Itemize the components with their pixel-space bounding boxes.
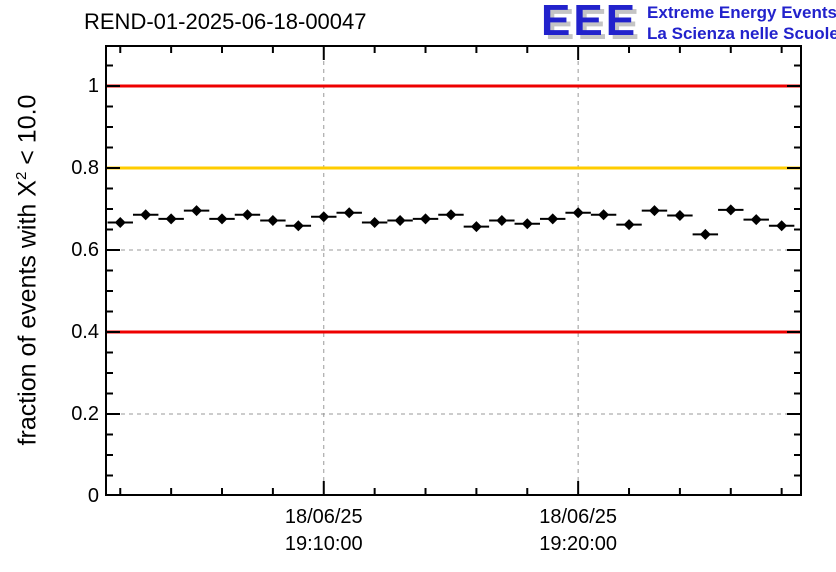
data-point <box>776 220 788 232</box>
data-point <box>267 214 279 226</box>
data-point <box>343 207 355 219</box>
data-point <box>394 214 406 226</box>
data-point <box>369 217 381 229</box>
x-tick-label-time: 19:20:00 <box>539 533 618 555</box>
y-tick-label: 0 <box>87 485 99 507</box>
data-point <box>598 209 610 221</box>
y-tick-label: 0.6 <box>71 239 99 261</box>
data-point <box>725 204 737 216</box>
data-point <box>521 218 533 230</box>
data-point <box>114 217 126 229</box>
y-tick-label: 0.8 <box>71 157 99 179</box>
eee-logo-line2: La Scienza nelle Scuole <box>647 24 836 43</box>
eee-logo: EEE Extreme Energy Events La Scienza nel… <box>541 0 836 45</box>
x-tick-label: 18/06/25 19:20:00 <box>508 504 648 558</box>
y-tick-label: 0.2 <box>71 403 99 425</box>
eee-logo-text: Extreme Energy Events La Scienza nelle S… <box>647 2 836 44</box>
data-point <box>674 210 686 222</box>
data-point <box>648 205 660 217</box>
data-point <box>165 213 177 225</box>
chart-title: REND-01-2025-06-18-00047 <box>84 9 367 34</box>
data-point <box>241 209 253 221</box>
data-point <box>191 205 203 217</box>
data-point <box>140 209 152 221</box>
x-tick-label-date: 18/06/25 <box>284 506 363 528</box>
eee-logo-acronym: EEE <box>541 0 639 45</box>
y-axis-title: fraction of events with X2 < 10.0 <box>3 20 41 520</box>
x-tick-label-date: 18/06/25 <box>539 506 618 528</box>
data-point <box>292 220 304 232</box>
y-axis-title-pre: fraction of events with X <box>13 180 42 446</box>
plot-area <box>105 45 802 496</box>
eee-logo-line1: Extreme Energy Events <box>647 3 836 22</box>
y-tick-label: 1 <box>87 75 99 97</box>
y-axis-title-sup: 2 <box>13 171 30 181</box>
data-point <box>496 214 508 226</box>
data-point <box>750 214 762 226</box>
data-point <box>420 213 432 225</box>
y-tick-label: 0.4 <box>71 321 99 343</box>
data-point <box>547 213 559 225</box>
data-point <box>470 221 482 233</box>
data-point <box>623 219 635 231</box>
data-point <box>572 207 584 219</box>
data-point <box>445 209 457 221</box>
data-point <box>699 228 711 240</box>
y-axis-title-post: < 10.0 <box>13 94 42 172</box>
data-point <box>216 213 228 225</box>
data-point <box>318 211 330 223</box>
x-tick-label: 18/06/25 19:10:00 <box>254 504 394 558</box>
x-tick-label-time: 19:10:00 <box>284 533 363 555</box>
